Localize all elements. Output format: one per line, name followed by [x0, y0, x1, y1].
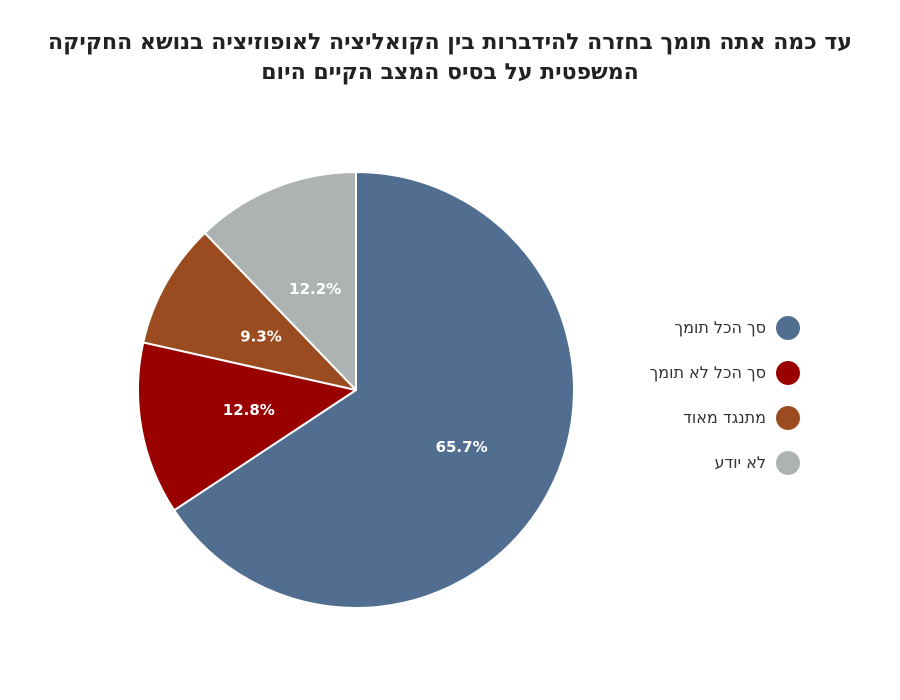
slice-data-label-3: 9.3%	[240, 328, 282, 346]
legend-swatch	[776, 360, 800, 385]
chart-title-line-1: עד כמה אתה תומך בחזרה להידברות בין הקואל…	[48, 30, 852, 55]
legend-item-1: סך הכל תומך	[600, 305, 800, 350]
legend-item-3: מתנגד מאוד	[600, 395, 800, 440]
legend-label: סך הכל תומך	[674, 318, 767, 337]
legend-swatch	[776, 450, 800, 475]
slice-data-label-2: 12.8%	[223, 401, 275, 419]
pie-slice-1	[173, 171, 575, 609]
slice-data-label-4: 12.2%	[289, 280, 341, 298]
pie-slice-3	[142, 231, 357, 391]
legend-label: מתנגד מאוד	[683, 408, 766, 427]
legend-swatch	[776, 315, 800, 340]
chart-title-line-2: המשפטית על בסיס המצב הקיים היום	[261, 60, 639, 85]
legend-label: לא יודע	[714, 453, 766, 472]
legend-item-2: סך הכל לא תומך	[600, 350, 800, 395]
legend-item-4: לא יודע	[600, 440, 800, 485]
pie-slice-4	[203, 171, 357, 391]
pie-slice-2	[137, 341, 357, 512]
legend-label: סך הכל לא תומך	[649, 363, 766, 382]
slice-labels: 65.7% 12.8% 9.3% 12.2%	[223, 280, 488, 456]
slice-data-label-1: 65.7%	[436, 438, 488, 456]
legend-swatch	[776, 405, 800, 430]
chart-title: עד כמה אתה תומך בחזרה להידברות בין הקואל…	[30, 28, 870, 88]
chart-legend: סך הכל תומך סך הכל לא תומך מתנגד מאוד לא יו…	[600, 305, 800, 485]
